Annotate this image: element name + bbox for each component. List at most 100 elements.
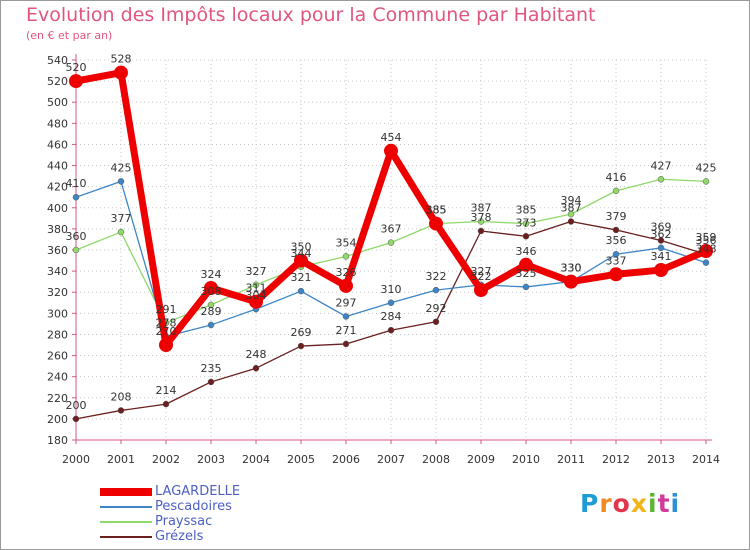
legend-label-lagardelle: LAGARDELLE xyxy=(155,484,241,499)
data-point-grézels xyxy=(657,237,665,244)
data-point-prayssac xyxy=(387,239,395,246)
data-label-pescadoires: 410 xyxy=(66,177,87,190)
proxiti-logo: Proxiti xyxy=(580,489,680,518)
data-label-lagardelle: 359 xyxy=(696,231,717,244)
data-label-grézels: 284 xyxy=(381,310,402,323)
data-label-lagardelle: 341 xyxy=(651,250,672,263)
data-label-grézels: 208 xyxy=(111,390,132,403)
data-point-prayssac xyxy=(477,218,485,225)
data-point-pescadoires xyxy=(657,244,665,252)
data-point-lagardelle xyxy=(699,244,713,259)
data-point-pescadoires xyxy=(297,287,305,295)
data-point-lagardelle xyxy=(609,267,623,282)
legend-label-grezels: Grézels xyxy=(155,529,204,544)
y-tick-label: 540 xyxy=(47,54,68,67)
data-point-pescadoires xyxy=(432,286,440,294)
data-point-pescadoires xyxy=(522,283,530,291)
data-label-prayssac: 360 xyxy=(66,230,87,243)
data-point-lagardelle xyxy=(69,74,83,89)
data-point-lagardelle xyxy=(654,263,668,278)
data-label-prayssac: 367 xyxy=(381,223,402,236)
data-point-prayssac xyxy=(72,246,80,254)
data-point-pescadoires xyxy=(612,250,620,258)
data-point-pescadoires xyxy=(117,178,125,185)
data-point-prayssac xyxy=(117,228,125,236)
data-label-prayssac: 308 xyxy=(201,285,222,298)
x-tick-label: 2012 xyxy=(602,453,630,466)
y-tick-label: 400 xyxy=(47,202,68,215)
data-point-grézels xyxy=(117,407,125,414)
data-point-prayssac xyxy=(612,187,620,195)
data-point-lagardelle xyxy=(339,278,353,293)
legend-label-pescadoires: Pescadoires xyxy=(155,499,232,514)
data-point-grézels xyxy=(477,227,485,235)
legend-swatch-grezels xyxy=(100,535,152,538)
data-label-prayssac: 344 xyxy=(291,247,312,260)
data-point-prayssac xyxy=(702,178,710,185)
x-tick-label: 2000 xyxy=(62,453,90,466)
data-label-pescadoires: 330 xyxy=(561,262,582,275)
data-label-lagardelle: 311 xyxy=(246,282,267,295)
data-label-lagardelle: 346 xyxy=(516,245,537,258)
y-tick-label: 440 xyxy=(47,160,68,173)
data-point-grézels xyxy=(162,400,170,408)
data-label-lagardelle: 385 xyxy=(426,204,447,217)
data-label-prayssac: 385 xyxy=(426,204,447,217)
legend-label-prayssac: Prayssac xyxy=(155,514,213,529)
data-label-lagardelle: 322 xyxy=(471,270,492,283)
y-tick-label: 340 xyxy=(47,265,68,278)
data-point-lagardelle xyxy=(429,216,443,231)
data-label-lagardelle: 350 xyxy=(291,241,312,254)
data-label-pescadoires: 327 xyxy=(471,265,492,278)
x-tick-label: 2003 xyxy=(197,453,225,466)
y-tick-label: 460 xyxy=(47,138,68,151)
data-label-grézels: 356 xyxy=(696,234,717,247)
data-label-pescadoires: 297 xyxy=(336,297,357,310)
x-tick-label: 2011 xyxy=(557,453,585,466)
data-point-lagardelle xyxy=(204,281,218,295)
data-label-prayssac: 291 xyxy=(156,303,177,316)
logo-letter: x xyxy=(630,489,648,518)
data-label-pescadoires: 278 xyxy=(156,317,177,330)
data-point-grézels xyxy=(522,233,530,240)
y-tick-label: 280 xyxy=(47,328,68,341)
y-tick-label: 180 xyxy=(47,434,68,447)
x-tick-label: 2002 xyxy=(152,453,180,466)
data-point-lagardelle xyxy=(249,294,263,309)
data-point-grézels xyxy=(567,218,575,225)
grid-layer xyxy=(75,59,707,441)
data-point-grézels xyxy=(207,378,215,386)
x-tick-label: 2007 xyxy=(377,453,405,466)
logo-letter: t xyxy=(657,489,671,518)
data-label-grézels: 235 xyxy=(201,362,222,375)
data-point-lagardelle xyxy=(114,65,128,80)
data-point-lagardelle xyxy=(519,257,533,272)
data-label-pescadoires: 325 xyxy=(516,267,537,280)
data-label-prayssac: 427 xyxy=(651,159,672,172)
data-label-prayssac: 377 xyxy=(111,212,132,225)
data-label-lagardelle: 270 xyxy=(156,325,177,338)
data-point-grézels xyxy=(342,340,350,348)
x-tick-label: 2005 xyxy=(287,453,315,466)
logo-letter: i xyxy=(648,489,658,518)
data-point-lagardelle xyxy=(474,283,488,298)
data-label-grézels: 200 xyxy=(66,399,87,412)
data-label-pescadoires: 321 xyxy=(291,271,312,284)
data-point-prayssac xyxy=(522,220,530,227)
x-tick-label: 2006 xyxy=(332,453,360,466)
y-tick-label: 260 xyxy=(47,350,68,363)
data-label-grézels: 387 xyxy=(561,202,582,215)
data-label-prayssac: 387 xyxy=(471,202,492,215)
data-point-grézels xyxy=(297,342,305,350)
data-label-lagardelle: 337 xyxy=(606,254,627,267)
data-point-prayssac xyxy=(252,281,260,289)
data-label-pescadoires: 304 xyxy=(246,289,267,302)
y-tick-label: 360 xyxy=(47,244,68,257)
data-point-grézels xyxy=(612,226,620,234)
data-label-lagardelle: 454 xyxy=(381,131,402,144)
data-point-pescadoires xyxy=(342,313,350,320)
data-label-lagardelle: 520 xyxy=(66,61,87,74)
data-label-grézels: 269 xyxy=(291,326,312,339)
data-label-prayssac: 416 xyxy=(606,171,627,184)
data-label-grézels: 271 xyxy=(336,324,357,337)
